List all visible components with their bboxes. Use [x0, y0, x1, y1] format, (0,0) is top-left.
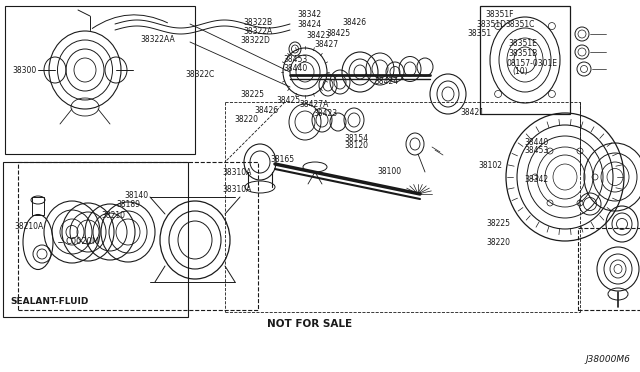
Bar — [32, 197, 44, 215]
Text: NOT FOR SALE: NOT FOR SALE — [268, 319, 353, 329]
Text: 38322C: 38322C — [186, 70, 215, 79]
Text: C0020M: C0020M — [65, 237, 99, 247]
Text: 38322A: 38322A — [243, 27, 273, 36]
Text: 38322D: 38322D — [240, 36, 270, 45]
Text: 38453: 38453 — [284, 55, 308, 64]
Text: 38210A: 38210A — [14, 222, 44, 231]
Text: 38189: 38189 — [116, 200, 141, 209]
Text: 38427A: 38427A — [300, 100, 329, 109]
Text: 38453: 38453 — [525, 146, 549, 155]
Text: 38351F: 38351F — [485, 10, 514, 19]
Text: 38225: 38225 — [486, 219, 511, 228]
Text: 38165: 38165 — [270, 155, 294, 164]
Text: 38440: 38440 — [525, 138, 549, 147]
Text: 38426: 38426 — [342, 18, 367, 27]
Text: 38427: 38427 — [315, 40, 339, 49]
Text: 38351: 38351 — [467, 29, 492, 38]
Text: 38220: 38220 — [486, 238, 511, 247]
Text: 38351C: 38351C — [506, 20, 535, 29]
Text: 38154: 38154 — [344, 134, 369, 143]
Text: 38310A: 38310A — [223, 169, 252, 177]
Text: 38210: 38210 — [101, 211, 125, 219]
Text: J38000M6: J38000M6 — [585, 356, 630, 365]
Text: 38310A: 38310A — [223, 185, 252, 194]
Text: 38120: 38120 — [344, 141, 369, 150]
Text: 38426: 38426 — [255, 106, 279, 115]
Text: 38425: 38425 — [276, 96, 301, 105]
Text: 38425: 38425 — [326, 29, 351, 38]
Text: 38342: 38342 — [298, 10, 322, 19]
Text: 08157-0301E: 08157-0301E — [507, 59, 558, 68]
Bar — [18, 162, 258, 310]
Text: 38421: 38421 — [461, 108, 485, 117]
Text: 38300: 38300 — [13, 66, 37, 75]
Text: 38322AA: 38322AA — [141, 35, 175, 44]
Text: SEALANT-FLUID: SEALANT-FLUID — [10, 298, 88, 307]
Text: 38220: 38220 — [235, 115, 259, 124]
Text: 38351E: 38351E — [509, 39, 538, 48]
Text: 38140: 38140 — [125, 191, 149, 200]
Text: 38351D: 38351D — [477, 20, 507, 29]
Text: (10): (10) — [512, 67, 527, 76]
Text: 38342: 38342 — [525, 175, 549, 184]
Text: 38423: 38423 — [314, 109, 338, 118]
Text: 38423: 38423 — [306, 31, 330, 40]
Text: 38424: 38424 — [298, 20, 322, 29]
Bar — [578, 228, 640, 310]
Text: 38351B: 38351B — [509, 49, 538, 58]
Text: 38102: 38102 — [479, 161, 503, 170]
Bar — [5, 6, 195, 154]
Bar — [480, 6, 570, 114]
Text: 38440: 38440 — [284, 64, 308, 73]
Text: 38424: 38424 — [374, 77, 399, 86]
Text: 38225: 38225 — [240, 90, 264, 99]
Bar — [3, 162, 188, 317]
Text: 38322B: 38322B — [243, 18, 273, 27]
Text: 38100: 38100 — [378, 167, 402, 176]
